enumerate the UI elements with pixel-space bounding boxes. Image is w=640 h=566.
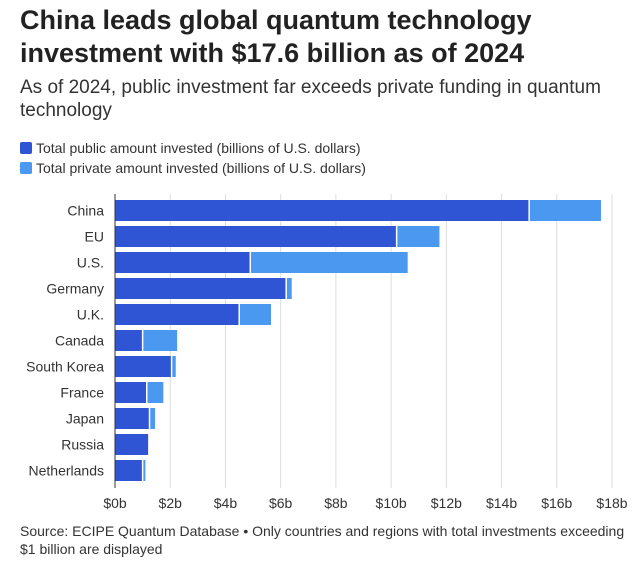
- category-label: South Korea: [26, 359, 104, 375]
- x-tick-label: $2b: [159, 495, 183, 511]
- chart-subtitle: As of 2024, public investment far exceed…: [20, 77, 601, 121]
- x-tick-label: $16b: [541, 495, 572, 511]
- legend: Total public amount invested (billions o…: [20, 138, 366, 178]
- bar-private: [171, 356, 176, 377]
- legend-item-private: Total private amount invested (billions …: [20, 158, 366, 178]
- bar-public: [115, 434, 149, 455]
- category-label: U.K.: [77, 307, 104, 323]
- bar-public: [115, 252, 251, 273]
- category-label: Germany: [46, 281, 104, 297]
- x-tick-label: $12b: [431, 495, 462, 511]
- x-tick-label: $8b: [324, 495, 348, 511]
- bar-public: [115, 408, 150, 429]
- x-tick-label: $18b: [596, 495, 627, 511]
- bar-private: [529, 200, 601, 221]
- chart-title: China leads global quantum technology in…: [20, 5, 532, 68]
- x-tick-label: $6b: [269, 495, 293, 511]
- legend-label-public: Total public amount invested (billions o…: [36, 140, 361, 156]
- source-note: Source: ECIPE Quantum Database • Only co…: [20, 523, 625, 557]
- x-tick-label: $10b: [376, 495, 407, 511]
- bar-private: [146, 382, 164, 403]
- category-label: U.S.: [77, 255, 104, 271]
- category-label: Canada: [55, 333, 104, 349]
- bar-private: [142, 460, 146, 481]
- category-label: EU: [85, 229, 104, 245]
- bar-public: [115, 278, 287, 299]
- category-label: France: [60, 385, 104, 401]
- category-label: China: [67, 203, 104, 219]
- bar-private: [142, 330, 178, 351]
- bar-chart: China EU U.S. Germany U.K. Canada South Korea F…: [26, 194, 628, 511]
- bar-public: [115, 200, 530, 221]
- bar-public: [115, 304, 240, 325]
- legend-swatch-public: [20, 142, 32, 154]
- bar-private: [396, 226, 440, 247]
- category-label: Japan: [66, 411, 104, 427]
- bar-public: [115, 226, 397, 247]
- x-tick-label: $0b: [103, 495, 127, 511]
- category-label: Netherlands: [29, 463, 105, 479]
- x-tick-label: $14b: [486, 495, 517, 511]
- bar-public: [115, 460, 143, 481]
- bar-private: [250, 252, 408, 273]
- bar-public: [115, 356, 172, 377]
- legend-swatch-private: [20, 162, 32, 174]
- bar-public: [115, 330, 143, 351]
- category-label: Russia: [61, 437, 104, 453]
- legend-label-private: Total private amount invested (billions …: [36, 160, 366, 176]
- bar-private: [286, 278, 292, 299]
- bar-private: [239, 304, 272, 325]
- bar-public: [115, 382, 147, 403]
- legend-item-public: Total public amount invested (billions o…: [20, 138, 366, 158]
- bar-private: [149, 408, 156, 429]
- x-tick-label: $4b: [214, 495, 238, 511]
